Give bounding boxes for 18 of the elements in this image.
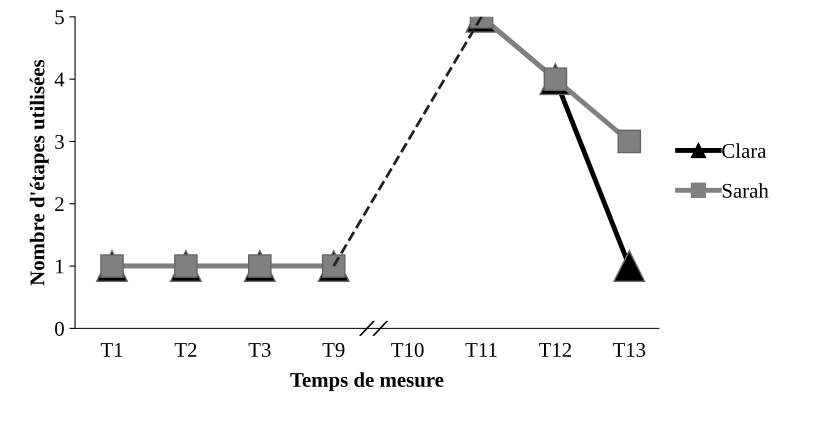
legend-label: Clara bbox=[722, 143, 766, 158]
y-tick-label: 1 bbox=[56, 260, 64, 274]
x-tick-label: T13 bbox=[612, 342, 646, 357]
x-tick-label: T11 bbox=[465, 342, 497, 357]
y-tick-label: 5 bbox=[55, 10, 64, 24]
y-tick-label: 2 bbox=[55, 197, 64, 211]
x-tick-label: T10 bbox=[391, 342, 424, 357]
x-tick-label: T1 bbox=[100, 342, 122, 357]
x-axis-title: Temps de mesure bbox=[290, 372, 444, 392]
x-tick-label: T3 bbox=[248, 342, 271, 357]
y-axis-title: Nombre d'étapes utilisées bbox=[30, 60, 49, 286]
y-tick-label: 4 bbox=[54, 72, 64, 86]
x-tick-label: T12 bbox=[539, 342, 572, 357]
x-tick-label: T2 bbox=[174, 342, 196, 357]
legend-label: Sarah bbox=[722, 183, 769, 198]
x-tick-label: T9 bbox=[322, 342, 344, 357]
y-tick-label: 0 bbox=[55, 322, 64, 336]
y-tick-label: 3 bbox=[55, 134, 64, 149]
